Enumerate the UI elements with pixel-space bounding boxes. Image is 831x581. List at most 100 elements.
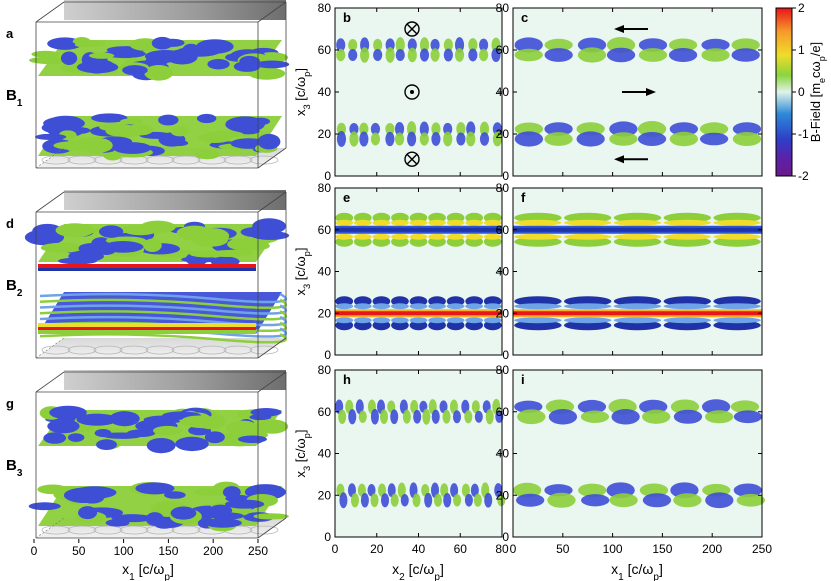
box-edge (35, 191, 65, 213)
box-wall (64, 190, 286, 210)
field-lobe (350, 493, 359, 508)
field-lobe (381, 493, 390, 508)
field-lobe (544, 38, 573, 52)
surface-blob (151, 36, 173, 50)
tick-label: 250 (752, 542, 772, 556)
current-layer (514, 398, 763, 425)
floor-texture (119, 345, 149, 355)
floor-texture (67, 345, 97, 355)
tick-label: 250 (248, 544, 268, 558)
tick-label: 60 (318, 43, 332, 57)
field-lobe (577, 399, 607, 414)
tick-label: 40 (318, 265, 332, 279)
tick-label: 20 (370, 542, 384, 556)
field-lobe (514, 219, 562, 226)
surface-blob (153, 425, 183, 436)
field-lobe (491, 37, 501, 53)
surface-blob (63, 227, 99, 234)
field-lobe (713, 317, 761, 324)
surface-blob (206, 130, 244, 138)
x-axis-title: x1 [c/ωp] (611, 561, 663, 581)
box-edge (35, 371, 65, 393)
tick-label: 80 (496, 363, 510, 377)
field-lobe (638, 38, 668, 52)
tick-label: 100 (603, 542, 623, 556)
field-lobe (428, 219, 446, 226)
surface-blob (124, 124, 154, 136)
field-lobe (456, 122, 466, 136)
tick-label: 0 (324, 530, 331, 544)
field-lobe (466, 131, 476, 147)
field-lobe (479, 48, 489, 62)
field-lobe (419, 37, 430, 53)
surface-blob (237, 435, 267, 444)
field-lobe (663, 233, 712, 240)
field-lobe (580, 410, 610, 423)
field-lobe (443, 122, 453, 136)
panel-letter: i (521, 372, 525, 387)
surface-blob (203, 518, 242, 528)
surface-blob (255, 419, 289, 434)
surface-blob (144, 64, 174, 81)
field-lobe (433, 493, 443, 507)
x-axis-title: x2 [c/ωp] (392, 561, 444, 581)
field-lobe (733, 483, 762, 498)
field-lobe (730, 400, 760, 414)
field-lobe (483, 219, 502, 226)
field-lobe (613, 317, 662, 324)
field-lobe (576, 131, 605, 147)
surface-blob (89, 52, 115, 59)
field-lobe (412, 493, 421, 508)
tick-label: 20 (496, 127, 510, 141)
floor-texture (223, 345, 253, 355)
field-lobe (431, 409, 440, 424)
field-lobe (669, 131, 699, 147)
box-wall (64, 370, 286, 390)
field-lobe (637, 132, 667, 146)
surface-blob (28, 502, 61, 511)
field-lobe (465, 317, 484, 324)
tick-label: 20 (318, 127, 332, 141)
tick-label: 40 (318, 447, 332, 461)
field-lobe (492, 122, 502, 136)
field-lobe (335, 317, 354, 324)
surface-blob (196, 39, 234, 54)
field-lobe (446, 219, 465, 226)
field-lobe (483, 233, 502, 240)
box-edge (257, 147, 287, 169)
field-core (335, 227, 502, 232)
field-lobe (370, 132, 381, 146)
current-layer (336, 37, 501, 63)
field-lobe (390, 409, 399, 425)
out-of-page-icon (404, 84, 420, 100)
field-lobe (471, 400, 480, 414)
arrow-left-icon (614, 155, 648, 164)
field-lobe (348, 38, 358, 52)
field-lobe (514, 37, 543, 53)
field-lobe (360, 47, 370, 63)
tick-label: 80 (318, 1, 332, 15)
field-lobe (663, 317, 712, 324)
surface-blob (170, 506, 197, 520)
field-lobe (391, 219, 409, 226)
field-lobe (430, 38, 440, 52)
field-lobe (428, 303, 446, 310)
surface-blob (67, 433, 85, 442)
tick-label: 60 (496, 43, 510, 57)
field-lobe (663, 303, 712, 310)
field-lobe (468, 38, 478, 52)
field-lobe (367, 484, 376, 497)
field-lobe (336, 122, 347, 136)
field-lobe (409, 219, 428, 226)
surface-stripe (39, 304, 287, 315)
isosurface-layer (28, 481, 289, 532)
field-lobe (581, 494, 610, 507)
field-lobe (443, 38, 453, 52)
field-lobe (609, 132, 638, 146)
field-lobe (385, 47, 395, 63)
surface-blob (49, 405, 87, 420)
field-lobe (611, 409, 640, 425)
field-lobe (449, 399, 458, 415)
field-lobe (370, 122, 381, 136)
